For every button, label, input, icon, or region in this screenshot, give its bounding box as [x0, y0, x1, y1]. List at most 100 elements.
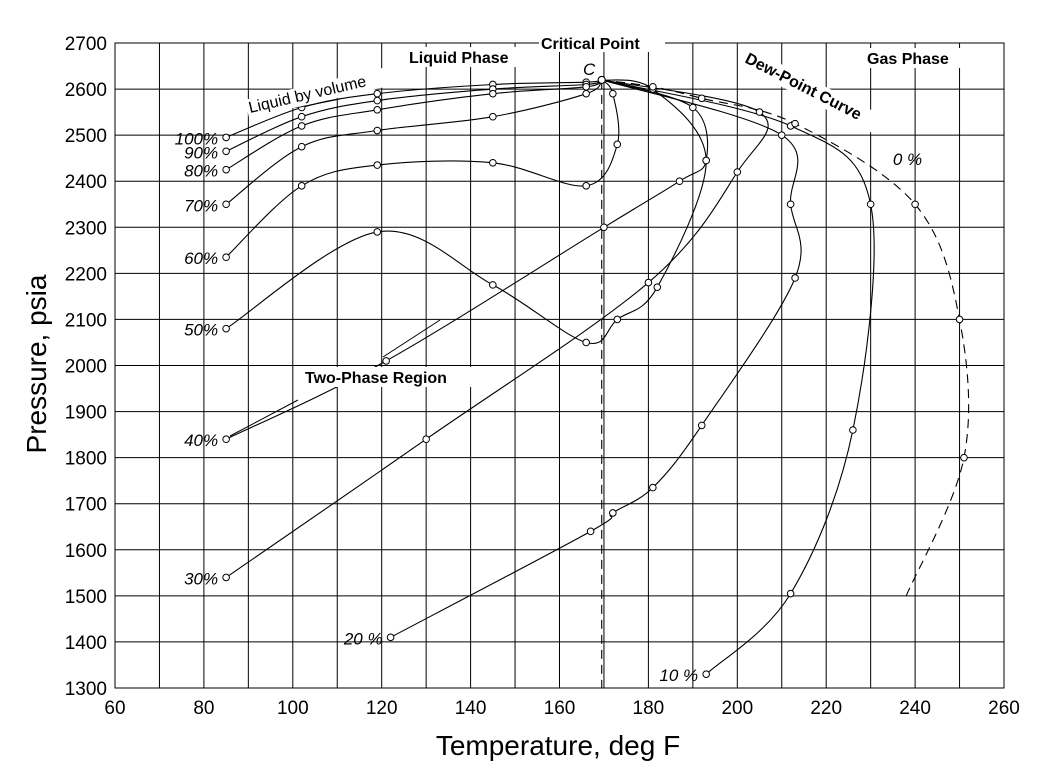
y-tick-label: 2300	[65, 218, 107, 239]
x-tick-label: 140	[455, 698, 487, 719]
data-point	[222, 324, 230, 333]
x-tick-label: 240	[899, 698, 931, 719]
data-point	[786, 589, 795, 598]
data-point	[653, 283, 662, 291]
data-point	[777, 131, 786, 139]
data-point	[702, 156, 710, 165]
data-point	[222, 573, 230, 582]
x-axis-title: Temperature, deg F	[436, 730, 680, 761]
y-tick-label: 2700	[65, 34, 107, 55]
data-point	[297, 182, 306, 190]
data-point	[582, 82, 590, 91]
x-tick-label: 120	[366, 698, 398, 719]
data-point	[222, 133, 230, 142]
curve-label: 20 %	[343, 629, 383, 648]
quality-curve	[225, 79, 602, 152]
data-point	[582, 182, 590, 190]
data-point	[702, 670, 710, 678]
data-point	[222, 147, 230, 156]
two-phase-region-label: Two-Phase Region	[305, 370, 447, 387]
x-tick-label: 80	[193, 698, 214, 719]
data-point	[786, 200, 795, 209]
curve-label: 10 %	[659, 666, 698, 685]
x-tick-label: 100	[277, 698, 309, 719]
data-point	[373, 126, 382, 135]
y-axis-title: Pressure, psia	[21, 274, 52, 453]
data-point	[222, 435, 230, 444]
data-point	[586, 527, 595, 536]
data-point	[866, 200, 875, 209]
data-point	[373, 228, 382, 236]
liquid-phase-label: Liquid Phase	[409, 50, 509, 67]
data-point	[613, 315, 622, 324]
curve-label: 60%	[184, 249, 218, 268]
data-point	[675, 177, 684, 186]
data-point	[600, 223, 608, 232]
data-point	[644, 278, 653, 287]
quality-curve	[225, 79, 707, 345]
y-tick-label: 2500	[65, 126, 107, 147]
y-tick-label: 2000	[65, 357, 107, 378]
curve-label: 0 %	[893, 150, 922, 169]
x-tick-label: 220	[810, 698, 842, 719]
data-point	[297, 112, 306, 121]
curve-label: 40%	[184, 431, 218, 450]
data-point	[422, 435, 430, 444]
y-tick-label: 1300	[65, 679, 107, 700]
curve-label: 90%	[184, 143, 218, 162]
data-point	[222, 200, 230, 209]
tick-labels: 60 80 100 120 140 160 180 200 220 240 260 1300 1400 1…	[65, 34, 1020, 719]
data-point	[791, 274, 799, 282]
data-point	[649, 82, 657, 91]
quality-curve	[390, 79, 802, 638]
y-tick-label: 2600	[65, 80, 107, 101]
x-tick-label: 180	[633, 698, 665, 719]
curve-label: 100%	[175, 129, 218, 148]
y-tick-label: 1900	[65, 403, 107, 424]
data-point	[373, 96, 382, 105]
curve-label: 70%	[184, 196, 218, 215]
y-tick-label: 2100	[65, 310, 107, 331]
data-point	[373, 89, 382, 98]
curve-labels: 100%90%80% 70% 60% 50% 40% 30% 20 % 10 % 0 %	[175, 98, 922, 685]
y-tick-label: 2400	[65, 172, 107, 193]
data-point	[911, 200, 919, 209]
data-point	[791, 119, 799, 128]
y-tick-label: 1400	[65, 633, 107, 654]
data-point	[609, 509, 617, 517]
y-tick-label: 1600	[65, 541, 107, 562]
data-point	[382, 357, 390, 365]
data-point	[733, 168, 742, 176]
data-point	[386, 633, 395, 642]
data-point	[222, 165, 230, 174]
data-point	[297, 122, 306, 130]
critical-point-label: Critical Point	[541, 36, 640, 53]
data-points	[222, 75, 968, 678]
data-point	[489, 281, 497, 289]
data-point	[582, 338, 590, 347]
data-point	[849, 426, 857, 434]
data-point	[582, 89, 590, 98]
annotation-leader	[229, 399, 299, 437]
data-point	[697, 421, 706, 430]
gas-phase-label: Gas Phase	[867, 51, 949, 68]
data-point	[955, 315, 964, 324]
x-tick-label: 60	[104, 698, 125, 719]
data-point	[697, 94, 706, 103]
data-point	[960, 453, 968, 462]
data-point	[613, 140, 622, 149]
annotation-leader	[382, 319, 441, 358]
data-point	[222, 253, 230, 262]
x-tick-label: 260	[988, 698, 1020, 719]
y-tick-label: 1800	[65, 449, 107, 470]
data-point	[297, 142, 306, 151]
data-point	[609, 89, 617, 98]
data-point	[489, 112, 497, 121]
data-point	[689, 103, 697, 112]
curve-label: 80%	[184, 162, 218, 181]
critical-point-marker-c: C	[583, 60, 596, 79]
data-point	[489, 158, 497, 167]
curve-label: 30%	[184, 569, 218, 588]
quality-curve	[225, 79, 769, 578]
